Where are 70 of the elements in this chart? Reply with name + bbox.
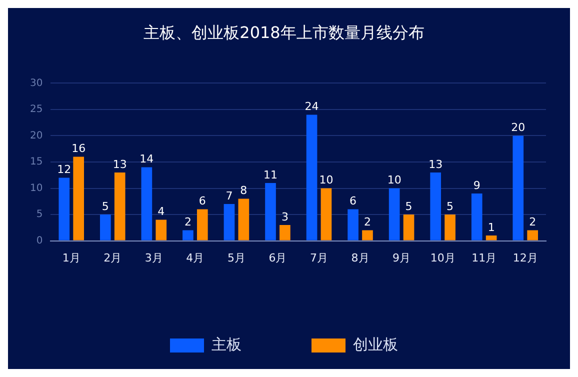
bar	[182, 230, 194, 240]
y-tick-label: 10	[30, 182, 43, 194]
data-label: 1	[488, 220, 495, 234]
x-tick-label: 2月	[104, 251, 122, 264]
data-label: 7	[226, 189, 233, 202]
bar	[141, 167, 152, 240]
bar	[100, 214, 111, 240]
chart-title: 主板、创业板2018年上市数量月线分布	[144, 22, 424, 42]
bar	[73, 156, 84, 240]
data-label: 14	[140, 152, 154, 166]
legend-label: 主板	[212, 335, 242, 354]
data-label: 5	[405, 200, 412, 213]
bar	[403, 214, 414, 240]
y-tick-label: 30	[30, 78, 43, 89]
bar	[388, 188, 400, 240]
x-tick-label: 8月	[351, 251, 370, 264]
bar	[224, 204, 235, 240]
data-label: 4	[158, 205, 165, 218]
data-label: 6	[198, 194, 206, 208]
data-label: 16	[72, 142, 86, 156]
data-label: 11	[264, 168, 278, 182]
data-label: 8	[240, 184, 248, 198]
y-tick-label: 15	[30, 156, 43, 168]
x-tick-label: 4月	[186, 251, 204, 264]
bar	[306, 114, 318, 240]
data-label: 2	[364, 216, 371, 229]
data-label: 3	[281, 210, 288, 224]
data-label: 5	[446, 200, 454, 213]
bar	[362, 230, 373, 240]
y-tick-label: 0	[36, 235, 43, 246]
x-tick-label: 10月	[430, 251, 456, 264]
bar	[444, 214, 456, 240]
data-label: 6	[350, 194, 357, 208]
bar	[114, 172, 126, 240]
bar	[280, 225, 290, 240]
bar	[196, 209, 208, 240]
data-label: 10	[387, 174, 402, 187]
bar	[265, 183, 276, 240]
data-label: 2	[184, 216, 192, 229]
x-tick-label: 6月	[268, 251, 287, 264]
data-label: 24	[304, 100, 319, 114]
x-tick-label: 11月	[472, 251, 497, 264]
bar	[58, 178, 70, 240]
data-label: 2	[529, 216, 536, 229]
y-tick-label: 25	[30, 104, 43, 116]
x-tick-label: 5月	[227, 251, 246, 264]
bar	[156, 220, 167, 240]
x-tick-label: 7月	[310, 251, 328, 264]
x-tick-label: 9月	[392, 251, 411, 264]
data-label: 5	[102, 200, 109, 213]
legend-label: 创业板	[353, 335, 398, 354]
bar	[471, 194, 482, 240]
data-label: 9	[473, 178, 480, 192]
x-tick-label: 12月	[512, 251, 538, 264]
data-label: 10	[319, 174, 334, 187]
data-label: 13	[428, 158, 443, 171]
bar	[486, 236, 497, 240]
data-label: 12	[57, 163, 72, 176]
bar	[527, 230, 538, 240]
bar	[238, 198, 250, 240]
data-label: 20	[511, 121, 526, 134]
bar	[348, 209, 358, 240]
y-tick-label: 20	[30, 130, 43, 142]
y-tick-label: 5	[36, 209, 43, 220]
bar	[512, 136, 524, 240]
bar	[320, 188, 332, 240]
bar	[430, 172, 442, 240]
data-label: 13	[112, 158, 127, 171]
x-tick-label: 3月	[144, 251, 163, 264]
x-tick-label: 1月	[62, 251, 80, 264]
